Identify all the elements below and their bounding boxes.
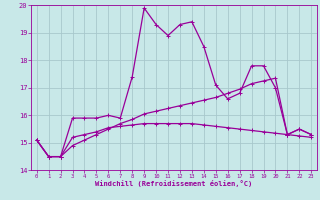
X-axis label: Windchill (Refroidissement éolien,°C): Windchill (Refroidissement éolien,°C) xyxy=(95,180,252,187)
